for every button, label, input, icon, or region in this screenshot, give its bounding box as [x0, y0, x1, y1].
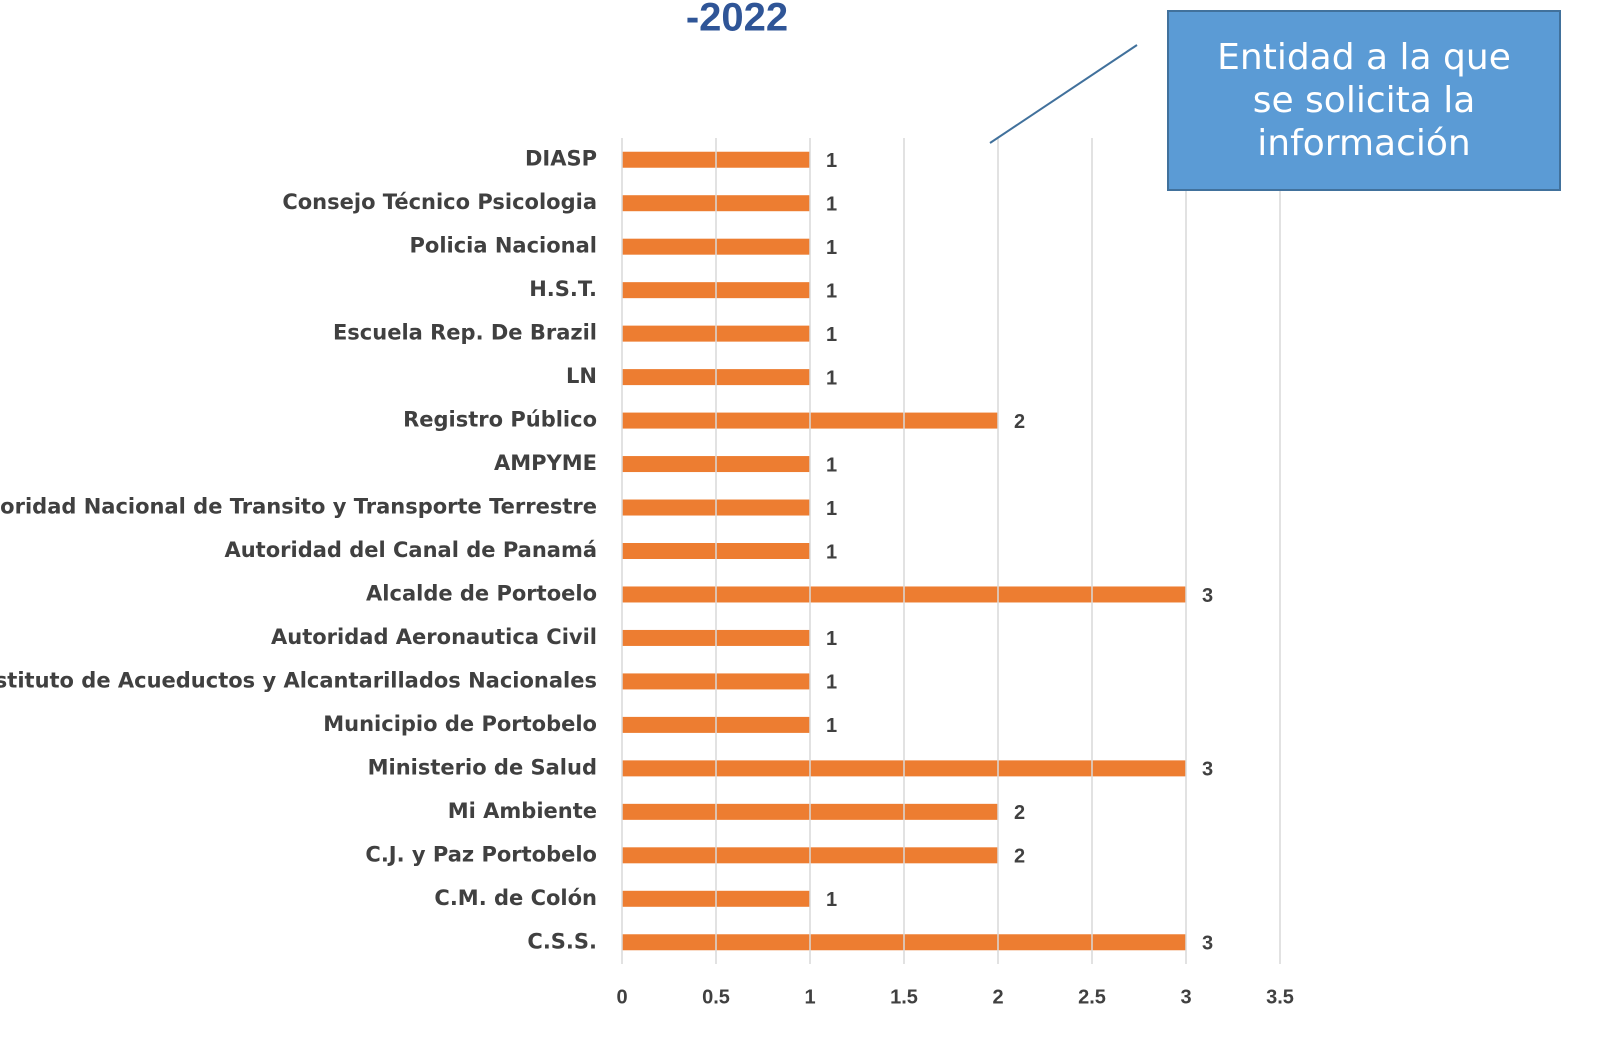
x-tick-label: 3: [1180, 986, 1191, 1008]
x-tick-label: 1: [804, 986, 815, 1008]
chart-title: -2022: [686, 0, 788, 40]
y-tick-label: Municipio de Portobelo: [323, 712, 597, 736]
x-tick-label: 2: [992, 986, 1003, 1008]
y-tick-label: Ministerio de Salud: [368, 755, 597, 779]
data-label: 1: [826, 672, 837, 694]
data-label: 1: [826, 324, 837, 346]
y-tick-label: Registro Público: [403, 408, 597, 432]
y-tick-label: Autoridad Aeronautica Civil: [271, 625, 597, 649]
data-label: 3: [1202, 585, 1213, 607]
data-label: 1: [826, 889, 837, 911]
y-tick-label: Alcalde de Portoelo: [366, 581, 597, 605]
y-tick-label: H.S.T.: [529, 277, 597, 301]
y-tick-label: LN: [566, 364, 597, 388]
data-label: 1: [826, 498, 837, 520]
data-label: 1: [826, 193, 837, 215]
callout: Entidad a la que se solicita la informac…: [1167, 10, 1561, 191]
y-tick-label: Policia Nacional: [410, 234, 597, 258]
data-label: 1: [826, 367, 837, 389]
data-label: 3: [1202, 933, 1213, 955]
x-tick-label: 3.5: [1266, 986, 1294, 1008]
data-label: 1: [826, 237, 837, 259]
y-tick-label: Escuela Rep. De Brazil: [333, 321, 597, 345]
data-label: 2: [1014, 411, 1025, 433]
x-tick-label: 2.5: [1078, 986, 1106, 1008]
data-label: 1: [826, 280, 837, 302]
callout-pointer: [989, 44, 1138, 144]
y-tick-label: Mi Ambiente: [448, 799, 597, 823]
data-label: 2: [1014, 846, 1025, 868]
data-label: 1: [826, 715, 837, 737]
x-tick-label: 0: [616, 986, 627, 1008]
y-tick-label: Instituto de Acueductos y Alcantarillado…: [0, 668, 597, 692]
y-tick-label: AMPYME: [494, 451, 597, 475]
x-tick-label: 0.5: [702, 986, 730, 1008]
data-label: 1: [826, 454, 837, 476]
data-label: 1: [826, 541, 837, 563]
y-tick-label: C.M. de Colón: [434, 886, 597, 910]
data-label: 2: [1014, 802, 1025, 824]
data-label: 1: [826, 628, 837, 650]
y-tick-label: C.S.S.: [527, 929, 597, 953]
data-label: 1: [826, 150, 837, 172]
y-tick-label: C.J. y Paz Portobelo: [365, 842, 597, 866]
x-tick-label: 1.5: [890, 986, 918, 1008]
y-tick-label: Consejo Técnico Psicologia: [282, 190, 597, 214]
y-tick-label: Autoridad del Canal de Panamá: [224, 538, 597, 562]
data-label: 3: [1202, 759, 1213, 781]
y-tick-label: Autoridad Nacional de Transito y Transpo…: [0, 495, 597, 519]
y-tick-label: DIASP: [525, 147, 597, 171]
